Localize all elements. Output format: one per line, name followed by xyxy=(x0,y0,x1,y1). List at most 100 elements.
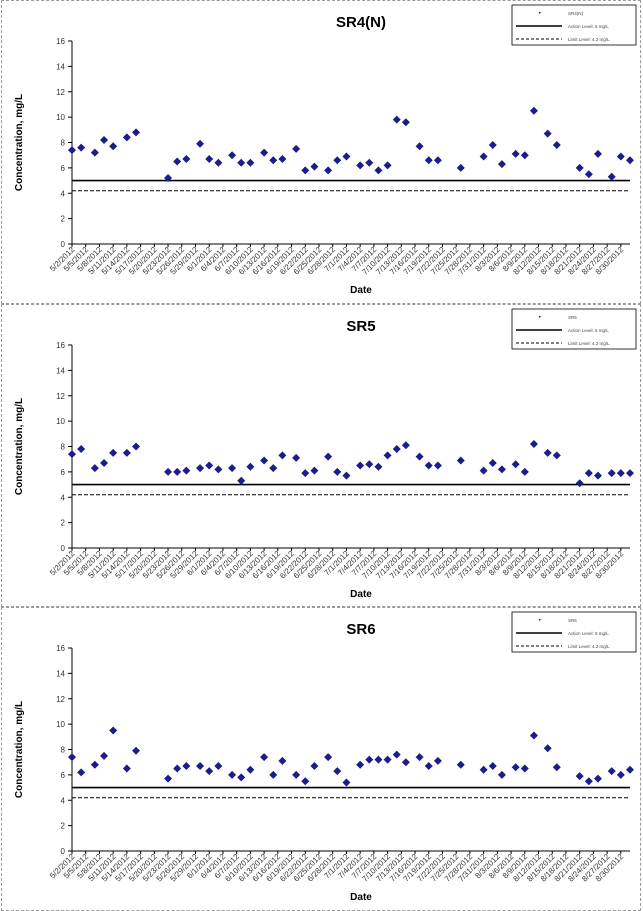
data-point xyxy=(356,161,365,170)
data-point xyxy=(324,753,333,762)
data-point xyxy=(301,469,310,478)
data-point xyxy=(214,158,223,167)
y-tick-label: 12 xyxy=(56,88,65,97)
y-tick-label: 12 xyxy=(56,392,65,401)
data-point xyxy=(365,755,374,764)
data-point xyxy=(392,750,401,759)
x-axis-title: Date xyxy=(350,892,372,903)
data-point xyxy=(616,770,625,779)
data-point xyxy=(383,451,392,460)
data-point xyxy=(173,467,182,476)
data-point xyxy=(182,761,191,770)
data-point xyxy=(260,148,269,157)
y-tick-label: 8 xyxy=(61,746,66,755)
data-point xyxy=(616,152,625,161)
data-point xyxy=(365,460,374,469)
data-point xyxy=(374,166,383,175)
data-point xyxy=(164,174,173,183)
data-point xyxy=(260,456,269,465)
data-point xyxy=(415,142,424,151)
data-point xyxy=(356,760,365,769)
legend-series-label: SR5 xyxy=(568,315,577,320)
data-point xyxy=(333,467,342,476)
legend-action-label: Action Level: 5 mg/L xyxy=(568,631,609,636)
data-point xyxy=(342,778,351,787)
data-point xyxy=(433,156,442,165)
data-point xyxy=(292,770,301,779)
legend-series-marker xyxy=(539,619,541,621)
data-point xyxy=(479,466,488,475)
data-point xyxy=(246,765,255,774)
data-point xyxy=(278,154,287,163)
legend-action-label: Action Level: 5 mg/L xyxy=(568,328,609,333)
legend-box xyxy=(511,611,637,653)
data-point xyxy=(196,761,205,770)
data-point xyxy=(543,129,552,138)
data-point xyxy=(415,753,424,762)
data-point xyxy=(479,765,488,774)
data-point xyxy=(269,770,278,779)
data-point xyxy=(292,453,301,462)
y-tick-label: 0 xyxy=(61,847,66,856)
data-point xyxy=(260,753,269,762)
data-point xyxy=(543,448,552,457)
data-point xyxy=(122,764,131,773)
data-point xyxy=(497,770,506,779)
data-point xyxy=(278,756,287,765)
data-point xyxy=(278,451,287,460)
data-point xyxy=(237,476,246,485)
data-point xyxy=(246,462,255,471)
data-point xyxy=(392,115,401,124)
data-point xyxy=(342,471,351,480)
legend-limit-label: Limit Level: 4.2 mg/L xyxy=(568,37,610,42)
data-point xyxy=(205,461,214,470)
data-point xyxy=(401,441,410,450)
y-tick-label: 12 xyxy=(56,695,65,704)
y-tick-label: 10 xyxy=(56,113,65,122)
data-point xyxy=(324,452,333,461)
y-tick-label: 4 xyxy=(61,493,66,502)
data-point xyxy=(401,118,410,127)
data-point xyxy=(269,156,278,165)
x-axis-title: Date xyxy=(350,589,372,600)
data-point xyxy=(214,761,223,770)
data-point xyxy=(132,128,141,137)
data-point xyxy=(543,744,552,753)
data-point xyxy=(173,764,182,773)
data-point xyxy=(310,466,319,475)
data-point xyxy=(575,479,584,488)
y-tick-label: 4 xyxy=(61,796,66,805)
data-point xyxy=(607,767,616,776)
data-point xyxy=(479,152,488,161)
data-point xyxy=(109,448,118,457)
y-tick-label: 6 xyxy=(61,771,66,780)
legend-series-label: SR4(N) xyxy=(568,11,584,16)
chart-panel-sr4n: SR4(N) 0 2 4 6 8 10 12 14 16 5/2/2012 5/5/2012 5/8/2… xyxy=(1,0,641,304)
y-tick-label: 10 xyxy=(56,720,65,729)
data-point xyxy=(164,774,173,783)
data-point xyxy=(520,764,529,773)
data-point xyxy=(173,157,182,166)
data-point xyxy=(68,146,76,155)
data-point xyxy=(100,751,109,760)
data-point xyxy=(237,158,246,167)
data-point xyxy=(488,141,497,150)
data-point xyxy=(205,767,214,776)
data-point xyxy=(228,770,237,779)
y-tick-label: 4 xyxy=(61,189,66,198)
data-point xyxy=(520,467,529,476)
data-point xyxy=(310,162,319,171)
data-point xyxy=(424,461,433,470)
data-point xyxy=(132,746,141,755)
chart-title: SR4(N) xyxy=(336,14,386,31)
data-point xyxy=(122,133,131,142)
data-point xyxy=(552,451,561,460)
legend-series-marker xyxy=(539,316,541,318)
chart-svg: SR502468101214165/2/20125/5/20125/8/2012… xyxy=(14,308,637,600)
data-point xyxy=(575,163,584,172)
y-axis-title: Concentration, mg/L xyxy=(14,94,25,191)
data-point xyxy=(433,756,442,765)
data-point xyxy=(100,135,109,144)
y-tick-label: 10 xyxy=(56,417,65,426)
data-point xyxy=(424,156,433,165)
